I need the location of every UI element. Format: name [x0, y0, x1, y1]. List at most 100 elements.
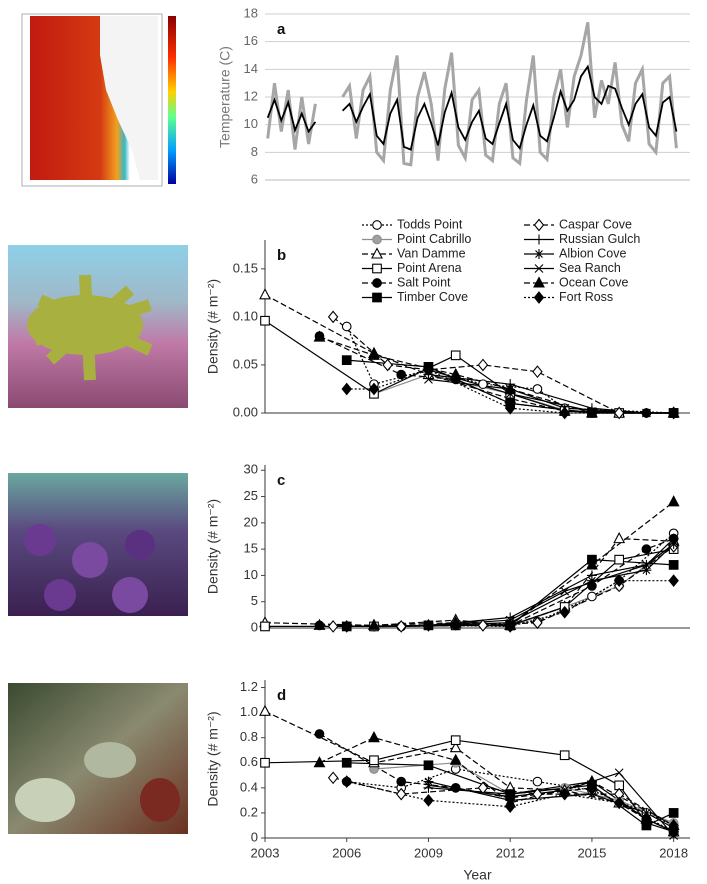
marker: [368, 731, 380, 743]
series-line: [346, 580, 674, 628]
marker: [641, 807, 652, 818]
series-line: [346, 369, 674, 414]
marker: [613, 796, 625, 810]
y-tick-label: 1.2: [240, 679, 258, 694]
marker: [449, 753, 462, 765]
x-tick-label: 2018: [659, 845, 688, 860]
panel-label: a: [277, 21, 286, 38]
legend-marker: [534, 264, 544, 273]
y-tick-label: 20: [244, 514, 258, 529]
series-line: [346, 532, 675, 627]
marker: [450, 350, 461, 361]
marker: [560, 586, 570, 596]
marker: [327, 771, 339, 785]
marker: [449, 741, 462, 753]
y-tick-label: 0.05: [233, 356, 258, 371]
y-tick-label: 16: [244, 33, 258, 48]
marker: [341, 775, 352, 788]
marker: [341, 321, 352, 332]
marker: [423, 794, 434, 807]
marker: [614, 768, 624, 778]
series-line: [319, 336, 674, 414]
x-axis-label: Year: [463, 867, 492, 883]
marker: [532, 776, 543, 787]
urchin: [72, 542, 108, 578]
y-tick-label: 30: [244, 462, 258, 477]
marker: [424, 374, 433, 384]
marker: [642, 408, 651, 418]
y-axis-label: Density (# m⁻²): [205, 499, 221, 594]
marker: [559, 787, 570, 801]
marker: [504, 800, 516, 814]
marker: [641, 544, 652, 554]
legend-label: Russian Gulch: [559, 232, 640, 246]
marker: [586, 558, 598, 570]
marker: [532, 616, 543, 630]
marker: [423, 619, 434, 632]
marker: [341, 382, 352, 396]
series-line: [333, 546, 675, 627]
legend-label: Sea Ranch: [559, 261, 621, 275]
series-line: [264, 537, 674, 627]
series-line: [319, 737, 674, 827]
marker: [341, 355, 352, 365]
legend-label: Todds Point: [397, 217, 463, 231]
x-tick-label: 2015: [577, 845, 606, 860]
marker: [450, 782, 461, 793]
marker: [368, 382, 380, 396]
y-tick-label: 0.6: [240, 754, 258, 769]
marker: [327, 620, 339, 633]
series-line: [264, 739, 674, 833]
legend-label: Albion Cove: [559, 246, 626, 260]
legend-marker: [372, 234, 382, 245]
marker: [341, 757, 352, 768]
marker: [423, 776, 434, 787]
y-tick-label: 8: [251, 144, 258, 159]
legend-label: Fort Ross: [559, 290, 613, 304]
marker: [313, 618, 326, 630]
legend-marker: [533, 276, 545, 288]
marker: [559, 406, 570, 420]
marker: [368, 348, 380, 360]
series-line: [264, 294, 674, 414]
marker: [669, 539, 679, 549]
legend-label: Van Damme: [397, 246, 466, 260]
x-tick-label: 2012: [496, 845, 525, 860]
y-tick-label: 12: [244, 88, 258, 103]
marker: [477, 619, 489, 632]
panel-label: c: [277, 472, 285, 489]
marker: [313, 756, 326, 768]
y-tick-label: 0.2: [240, 804, 258, 819]
marker: [532, 787, 543, 801]
y-tick-label: 0.15: [233, 260, 258, 275]
marker: [396, 787, 407, 801]
y-tick-label: 0.00: [233, 404, 258, 419]
urchin: [44, 579, 76, 611]
y-tick-label: 15: [244, 541, 258, 556]
marker: [382, 358, 393, 372]
abalone: [140, 778, 180, 822]
marker: [449, 616, 462, 628]
marker: [667, 495, 680, 507]
marker: [668, 406, 679, 420]
marker: [424, 780, 433, 790]
legend-marker: [533, 291, 545, 304]
panel-label: b: [277, 247, 286, 264]
y-axis-label: Density (# m⁻²): [205, 279, 221, 374]
marker: [613, 574, 625, 588]
marker: [668, 574, 679, 588]
series-line: [266, 64, 678, 151]
legend-marker: [372, 220, 382, 230]
marker: [327, 310, 339, 324]
marker: [613, 531, 626, 544]
marker: [260, 315, 270, 326]
marker: [314, 729, 325, 739]
x-tick-label: 2006: [332, 845, 361, 860]
sunflower-star-photo: [8, 245, 188, 408]
urchin: [24, 524, 56, 556]
marker: [641, 565, 652, 576]
y-tick-label: 5: [251, 593, 258, 608]
legend-marker: [372, 292, 382, 303]
legend-label: Timber Cove: [397, 290, 468, 304]
marker: [449, 367, 462, 380]
